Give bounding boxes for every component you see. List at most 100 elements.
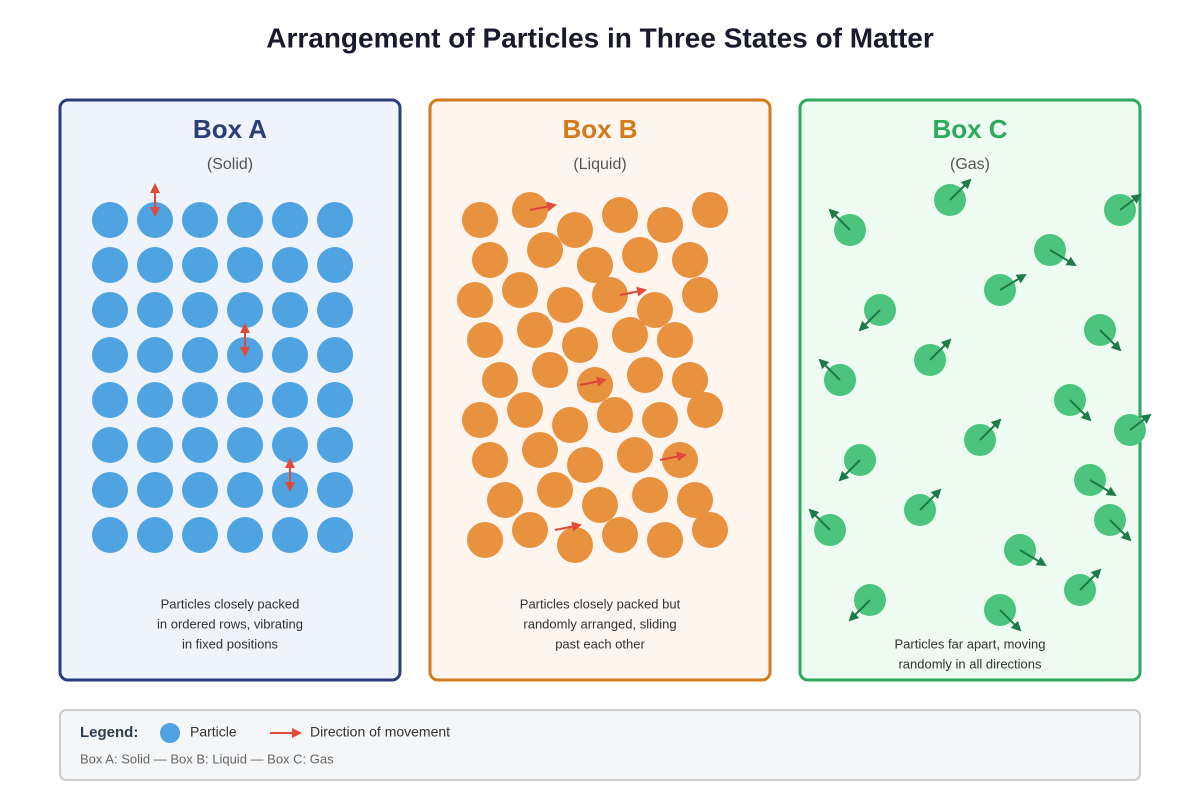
- particle: [517, 312, 553, 348]
- particle: [592, 277, 628, 313]
- particle: [537, 472, 573, 508]
- particle: [522, 432, 558, 468]
- particle: [462, 402, 498, 438]
- particle: [227, 202, 263, 238]
- particle: [272, 517, 308, 553]
- particle: [92, 427, 128, 463]
- box-label: Box A: [193, 114, 267, 144]
- particle: [182, 202, 218, 238]
- particle: [602, 517, 638, 553]
- particle: [92, 472, 128, 508]
- box-state: (Gas): [950, 156, 990, 173]
- particle: [272, 337, 308, 373]
- title: Arrangement of Particles in Three States…: [266, 22, 934, 53]
- movement-arrow: [929, 338, 952, 361]
- particle: [92, 292, 128, 328]
- particle: [317, 382, 353, 418]
- particles: [92, 178, 1152, 632]
- particle: [472, 442, 508, 478]
- description: randomly arranged, sliding: [523, 616, 676, 631]
- particle: [637, 292, 673, 328]
- particle: [612, 317, 648, 353]
- particle: [647, 207, 683, 243]
- particle: [272, 292, 308, 328]
- particle: [687, 392, 723, 428]
- particle: [227, 517, 263, 553]
- movement-arrow: [979, 418, 1002, 441]
- description: past each other: [555, 636, 645, 651]
- particle: [137, 247, 173, 283]
- particle: [482, 362, 518, 398]
- particle: [557, 212, 593, 248]
- particle: [92, 247, 128, 283]
- movement-arrow: [828, 208, 851, 231]
- particle: [577, 247, 613, 283]
- particle: [682, 277, 718, 313]
- particle: [227, 382, 263, 418]
- particle: [557, 527, 593, 563]
- movement-arrow: [1019, 549, 1047, 567]
- movement-arrow: [1129, 413, 1152, 431]
- particle: [467, 322, 503, 358]
- particle: [502, 272, 538, 308]
- particle: [137, 202, 173, 238]
- movement-arrow: [838, 459, 861, 482]
- particle: [527, 232, 563, 268]
- particle: [317, 427, 353, 463]
- particle: [137, 427, 173, 463]
- movement-arrow: [848, 599, 871, 622]
- particle: [642, 402, 678, 438]
- particle: [462, 202, 498, 238]
- particle: [92, 517, 128, 553]
- movement-arrow: [949, 178, 972, 201]
- legend-box: [59, 709, 1141, 781]
- movement-arrow: [919, 488, 942, 511]
- movement-arrow: [579, 376, 607, 387]
- particle: [467, 522, 503, 558]
- box-state: (Solid): [207, 156, 253, 173]
- particle: [137, 472, 173, 508]
- legend-note: Box A: Solid — Box B: Liquid — Box C: Ga…: [80, 751, 334, 766]
- movement-arrow: [1109, 519, 1132, 542]
- particle: [317, 472, 353, 508]
- description: in fixed positions: [182, 636, 279, 651]
- description: Particles closely packed: [161, 596, 300, 611]
- particle: [602, 197, 638, 233]
- movement-arrow: [1099, 329, 1122, 352]
- particle: [317, 247, 353, 283]
- particle: [182, 337, 218, 373]
- movement-arrow: [659, 451, 687, 462]
- legend-title: Legend:: [80, 724, 138, 741]
- particle: [317, 337, 353, 373]
- particle: [137, 382, 173, 418]
- particle: [272, 382, 308, 418]
- legend-particle-icon: [160, 723, 180, 743]
- particle: [457, 282, 493, 318]
- movement-arrow: [999, 273, 1027, 291]
- box-label: Box C: [932, 114, 1007, 144]
- particle: [472, 242, 508, 278]
- box-label: Box B: [562, 114, 637, 144]
- movement-arrow: [1069, 399, 1092, 422]
- particle: [627, 357, 663, 393]
- movement-arrow: [1089, 479, 1117, 497]
- particle: [567, 447, 603, 483]
- particle: [137, 517, 173, 553]
- particle: [227, 247, 263, 283]
- particle: [632, 477, 668, 513]
- particle: [487, 482, 523, 518]
- particle: [272, 427, 308, 463]
- box-state: (Liquid): [573, 156, 626, 173]
- particle: [677, 482, 713, 518]
- particle: [562, 327, 598, 363]
- movement-arrow: [619, 286, 647, 297]
- particle: [137, 337, 173, 373]
- particle: [672, 362, 708, 398]
- particle: [92, 337, 128, 373]
- description: Particles far apart, moving: [894, 636, 1045, 651]
- particle: [92, 382, 128, 418]
- particle: [92, 202, 128, 238]
- description: Particles closely packed but: [520, 596, 681, 611]
- particle: [547, 287, 583, 323]
